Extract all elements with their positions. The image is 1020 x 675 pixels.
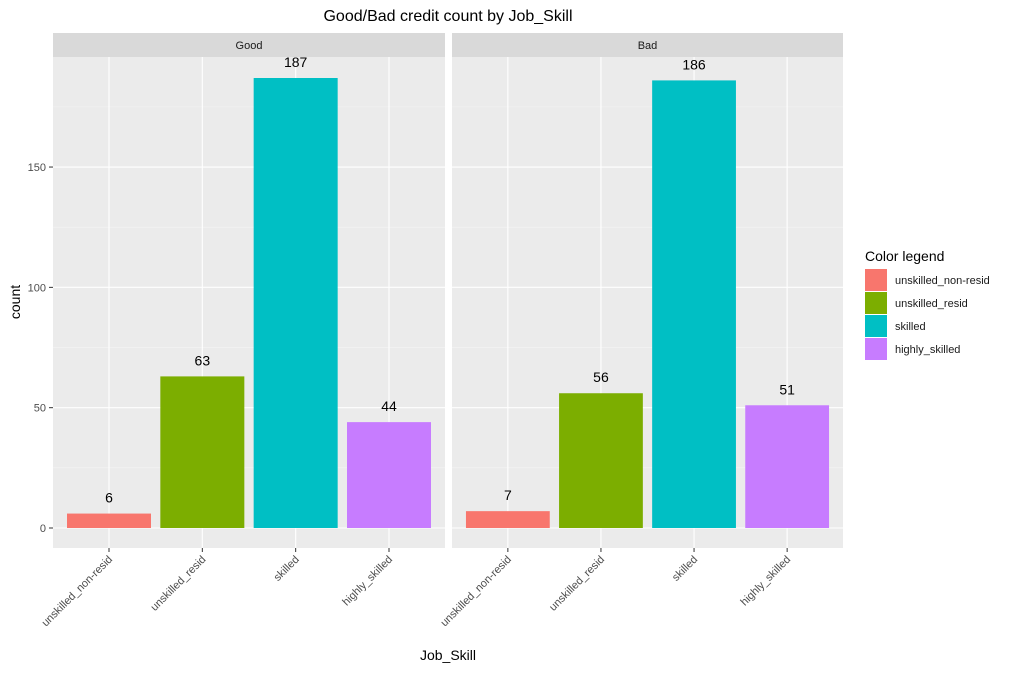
y-tick-label: 100 — [28, 282, 46, 294]
data-label: 44 — [381, 398, 397, 414]
data-label: 186 — [682, 56, 706, 72]
data-label: 63 — [195, 352, 211, 368]
x-tick-label: skilled — [272, 554, 302, 584]
x-tick-label: skilled — [670, 554, 700, 584]
bar-highly_skilled — [745, 405, 830, 528]
facet-strip-label: Bad — [638, 40, 658, 52]
y-tick-label: 50 — [34, 403, 46, 415]
data-label: 56 — [593, 369, 609, 385]
x-axis-title: Job_Skill — [420, 647, 476, 663]
facet-panel-bad: Bad 7 unskilled_non-resid 56 unskilled_resid… — [438, 33, 843, 629]
legend-key-highly_skilled — [865, 338, 887, 360]
data-label: 51 — [779, 381, 795, 397]
facet-strip-label: Good — [236, 40, 263, 52]
facet-panels: 0 50 100 150 Good 6 unskilled_non-resid 63 unski… — [28, 33, 843, 629]
legend-title: Color legend — [865, 248, 944, 264]
y-tick-label: 0 — [40, 523, 46, 535]
legend-label: unskilled_non-resid — [895, 275, 990, 287]
x-tick-label: highly_skilled — [739, 554, 794, 609]
legend: Color legend unskilled_non-resid unskille… — [865, 248, 990, 360]
data-label: 7 — [504, 487, 512, 503]
legend-label: highly_skilled — [895, 344, 960, 356]
bar-unskilled_resid — [559, 393, 643, 528]
x-tick-label: highly_skilled — [340, 554, 395, 609]
y-axis: 0 50 100 150 — [28, 162, 53, 535]
chart-title: Good/Bad credit count by Job_Skill — [323, 8, 572, 25]
x-tick-label: unskilled_non-resid — [40, 554, 116, 630]
y-tick-label: 150 — [28, 162, 46, 174]
legend-key-unskilled_non-resid — [865, 269, 887, 291]
bar-unskilled_resid — [160, 376, 245, 528]
legend-key-skilled — [865, 315, 887, 337]
legend-key-unskilled_resid — [865, 292, 887, 314]
x-tick-label: unskilled_resid — [547, 554, 607, 614]
bar-unskilled_non-resid — [465, 511, 550, 528]
x-tick-label: unskilled_non-resid — [438, 554, 514, 630]
data-label: 6 — [105, 490, 113, 506]
bar-unskilled_non-resid — [67, 513, 151, 528]
facet-panel-good: Good 6 unskilled_non-resid 63 unskilled_resi… — [40, 33, 445, 629]
bar-skilled — [652, 80, 736, 528]
data-label: 187 — [284, 54, 308, 70]
bar-skilled — [253, 78, 338, 528]
bar-highly_skilled — [347, 422, 431, 528]
y-axis-title: count — [7, 285, 23, 319]
legend-label: skilled — [895, 321, 926, 333]
facet-strip — [53, 33, 445, 57]
facet-strip — [452, 33, 843, 57]
x-tick-label: unskilled_resid — [149, 554, 209, 614]
legend-label: unskilled_resid — [895, 298, 968, 310]
